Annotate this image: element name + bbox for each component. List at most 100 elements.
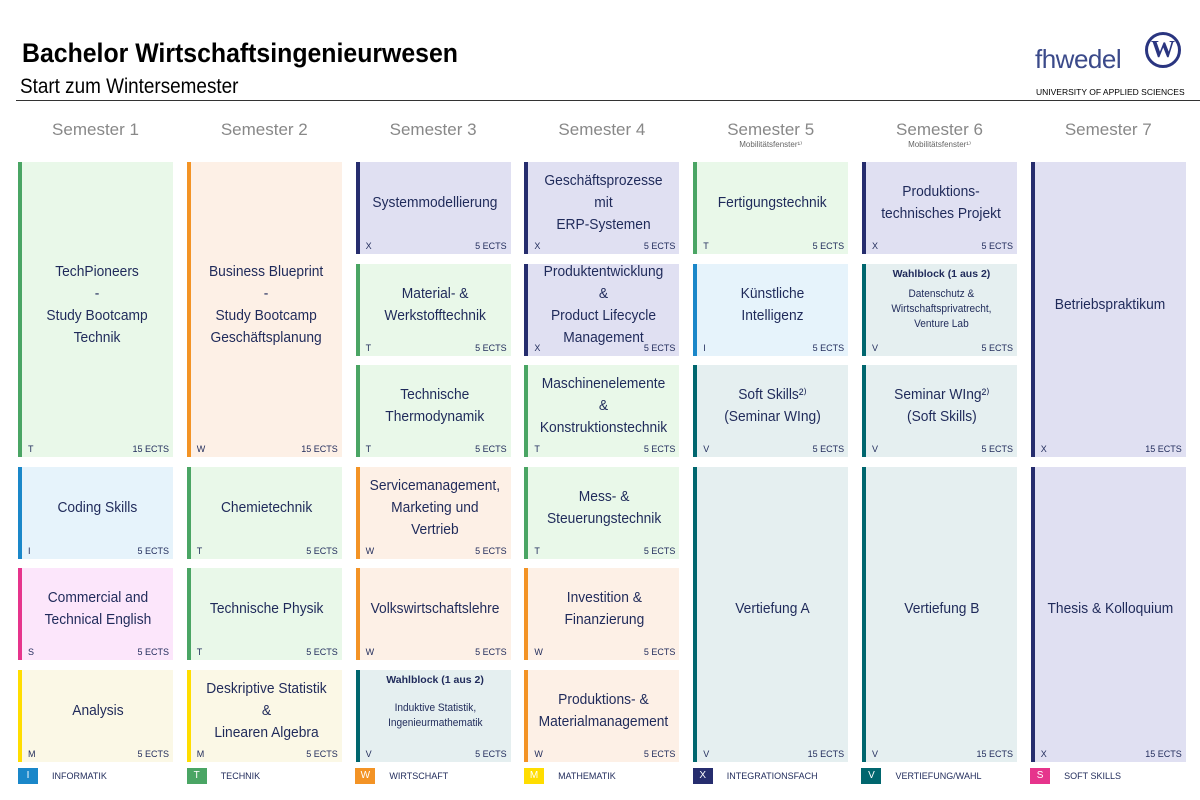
module-card[interactable]: Produktentwicklung & Product Lifecycle M… — [524, 262, 680, 356]
module-card[interactable]: Produktions- technisches Projekt X 5 ECTS — [861, 162, 1017, 254]
module-category: T — [365, 444, 372, 455]
module-card[interactable]: Investition & Finanzierung W 5 ECTS — [524, 568, 680, 661]
module-card[interactable]: Volkswirtschaftslehre W 5 ECTS — [355, 568, 511, 661]
module-card[interactable]: Wahlblock (1 aus 2) Induktive Statistik, … — [355, 669, 511, 762]
module-card[interactable]: Fertigungstechnik T 5 ECTS — [693, 162, 849, 254]
module-category: X — [1040, 748, 1047, 759]
semester-header: Semester 7 — [1031, 120, 1186, 140]
legend-item: T TECHNIK — [186, 768, 356, 784]
module-title: Produktentwicklung & Product Lifecycle M… — [544, 262, 664, 346]
legend-swatch: X — [692, 768, 713, 784]
semester-header: Semester 6 Mobilitätsfenster¹⁾ — [862, 120, 1017, 149]
module-ects: 5 ECTS — [643, 241, 676, 251]
semester-header: Semester 1 — [18, 120, 173, 140]
module-card[interactable]: Seminar WIng²⁾ (Soft Skills) V 5 ECTS — [861, 365, 1017, 458]
module-card[interactable]: Systemmodellierung X 5 ECTS — [355, 162, 511, 254]
legend-label: INFORMATIK — [52, 771, 107, 781]
module-title: Vertiefung A — [735, 600, 810, 618]
module-card[interactable]: Commercial and Technical English S 5 ECTS — [18, 568, 173, 661]
module-title: Commercial and Technical English — [44, 589, 151, 629]
module-card[interactable]: Wahlblock (1 aus 2) Datenschutz & Wirtsch… — [861, 263, 1017, 356]
module-category: T — [534, 545, 540, 556]
module-card[interactable]: Material- & Werkstofftechnik T 5 ECTS — [355, 263, 511, 356]
module-ects: 15 ECTS — [132, 444, 169, 455]
module-title: TechPioneers - Study Bootcamp Technik — [46, 262, 149, 346]
module-card[interactable]: Künstliche Intelligenz I 5 ECTS — [693, 263, 849, 356]
module-ects: 5 ECTS — [812, 342, 845, 353]
module-card[interactable]: Chemietechnik T 5 ECTS — [186, 466, 342, 559]
module-ects: 5 ECTS — [981, 241, 1013, 251]
module-ects: 5 ECTS — [812, 444, 845, 455]
module-category: V — [871, 444, 878, 455]
module-category: T — [365, 342, 372, 353]
mobility-window-note: Mobilitätsfenster¹⁾ — [908, 140, 971, 149]
semester-label: Semester 2 — [220, 120, 308, 139]
module-title: Systemmodellierung — [372, 194, 498, 211]
legend-item: W WIRTSCHAFT — [355, 768, 524, 784]
legend-swatch: V — [861, 768, 882, 784]
module-card[interactable]: Betriebspraktikum X 15 ECTS — [1030, 162, 1186, 458]
module-elective-header: Wahlblock (1 aus 2) — [386, 673, 484, 686]
module-ects: 5 ECTS — [475, 748, 507, 759]
module-card[interactable]: Analysis M 5 ECTS — [18, 669, 173, 762]
module-card[interactable]: Geschäftsprozesse mit ERP-Systemen X 5 ECT… — [524, 162, 680, 254]
mobility-window-note: Mobilitätsfenster¹⁾ — [739, 140, 803, 149]
semester-header: Semester 3 — [356, 120, 511, 140]
module-ects: 5 ECTS — [981, 342, 1013, 353]
module-card[interactable]: Vertiefung A V 15 ECTS — [693, 466, 849, 762]
module-ects: 5 ECTS — [643, 647, 676, 658]
module-card[interactable]: Technische Physik T 5 ECTS — [186, 568, 342, 661]
module-category: I — [703, 342, 706, 353]
module-ects: 5 ECTS — [643, 748, 676, 759]
module-ects: 15 ECTS — [1145, 444, 1182, 455]
module-title: Deskriptive Statistik & Linearen Algebra — [206, 679, 327, 741]
module-card[interactable]: Coding Skills I 5 ECTS — [18, 466, 173, 559]
module-card[interactable]: TechPioneers - Study Bootcamp Technik T 15… — [18, 162, 173, 458]
module-title: Künstliche Intelligenz — [740, 284, 805, 324]
module-category: W — [196, 444, 206, 455]
module-title: Induktive Statistik, Ingenieurmathematik — [387, 701, 483, 729]
module-card[interactable]: Deskriptive Statistik & Linearen Algebra… — [186, 669, 342, 762]
module-category: M — [28, 748, 36, 759]
module-title: Fertigungstechnik — [718, 194, 828, 211]
module-card[interactable]: Business Blueprint - Study Bootcamp Gesc… — [186, 162, 342, 458]
module-card[interactable]: Mess- & Steuerungstechnik T 5 ECTS — [524, 466, 680, 559]
module-ects: 5 ECTS — [306, 647, 338, 658]
module-card[interactable]: Maschinenelemente & Konstruktionstechnik… — [524, 365, 680, 458]
legend-label: VERTIEFUNG/WAHL — [895, 771, 982, 781]
module-card[interactable]: Servicemanagement, Marketing und Vertrie… — [355, 466, 511, 559]
module-card[interactable]: Technische Thermodynamik T 5 ECTS — [355, 365, 511, 458]
module-category: V — [703, 444, 710, 455]
module-ects: 5 ECTS — [643, 545, 676, 556]
module-ects: 5 ECTS — [137, 545, 169, 556]
module-title: Technische Thermodynamik — [385, 386, 485, 426]
module-category: V — [365, 748, 372, 759]
curriculum-grid: TechPioneers - Study Bootcamp Technik T 15… — [18, 162, 1186, 762]
module-card[interactable]: Produktions- & Materialmanagement W 5 ECTS — [524, 669, 680, 762]
module-category: W — [365, 545, 375, 556]
module-category: M — [196, 748, 205, 759]
module-card[interactable]: Soft Skills²⁾ (Seminar WIng) V 5 ECTS — [693, 365, 849, 458]
module-title: Produktions- technisches Projekt — [881, 183, 1002, 222]
semester-label: Semester 3 — [389, 120, 477, 139]
module-title: Servicemanagement, Marketing und Vertrie… — [369, 476, 501, 538]
module-ects: 15 ECTS — [1145, 748, 1182, 759]
module-category: X — [534, 342, 541, 353]
module-category: V — [703, 748, 710, 759]
module-category: X — [365, 241, 372, 251]
module-title: Vertiefung B — [903, 600, 980, 618]
legend-swatch: T — [186, 768, 207, 784]
legend-item: V VERTIEFUNG/WAHL — [861, 768, 1030, 784]
module-card[interactable]: Thesis & Kolloquium X 15 ECTS — [1030, 466, 1186, 762]
module-category: T — [196, 647, 203, 658]
legend-item: M MATHEMATIK — [524, 768, 693, 784]
module-category: I — [28, 545, 31, 556]
legend-label: MATHEMATIK — [558, 771, 616, 781]
module-category: V — [871, 342, 878, 353]
legend-swatch: S — [1030, 768, 1051, 784]
module-title: Analysis — [71, 701, 124, 719]
module-category: X — [871, 241, 878, 251]
module-title: Datenschutz & Wirtschaftsprivatrecht, Ve… — [891, 288, 992, 331]
module-card[interactable]: Vertiefung B V 15 ECTS — [861, 466, 1017, 762]
module-ects: 5 ECTS — [475, 647, 507, 658]
